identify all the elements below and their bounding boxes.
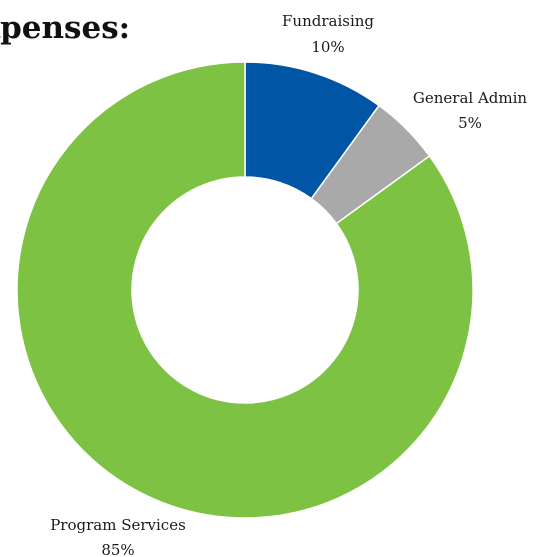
slice-value-general-admin: 5% bbox=[458, 114, 482, 132]
slice-label-program-services: Program Services bbox=[50, 516, 186, 534]
slice-label-general-admin: General Admin bbox=[413, 89, 528, 107]
slice-labels: Fundraising 10% General Admin 5% Program Ser… bbox=[50, 12, 527, 557]
slice-value-fundraising: 10% bbox=[311, 38, 344, 56]
slice-label-fundraising: Fundraising bbox=[282, 12, 374, 30]
donut-slices bbox=[16, 61, 474, 519]
slice-program-services bbox=[16, 61, 474, 519]
chart-title: Expenses: bbox=[0, 10, 131, 46]
slice-value-program-services: 85% bbox=[101, 541, 134, 557]
